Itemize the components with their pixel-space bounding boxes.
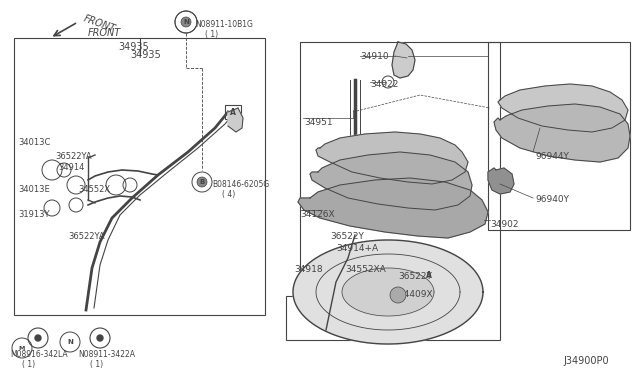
Circle shape: [97, 335, 103, 341]
Text: 34409X: 34409X: [398, 290, 433, 299]
Text: FRONT: FRONT: [88, 28, 121, 38]
Text: 34914+A: 34914+A: [336, 244, 378, 253]
Text: 34552X: 34552X: [78, 185, 110, 194]
Polygon shape: [310, 152, 472, 210]
Text: 34126X: 34126X: [300, 210, 335, 219]
Polygon shape: [293, 240, 483, 344]
Polygon shape: [342, 268, 434, 316]
Text: J34900P0: J34900P0: [563, 356, 609, 366]
Text: 36522YA: 36522YA: [55, 152, 92, 161]
Polygon shape: [316, 132, 468, 184]
Text: 34935: 34935: [118, 42, 148, 52]
Text: 34552XA: 34552XA: [345, 265, 386, 274]
Text: 36522Y: 36522Y: [398, 272, 432, 281]
Text: 34951: 34951: [304, 118, 333, 127]
Text: A: A: [230, 108, 236, 116]
Text: 96940Y: 96940Y: [535, 195, 569, 204]
Text: ( 1): ( 1): [22, 360, 35, 369]
Circle shape: [197, 177, 207, 187]
Text: 34935: 34935: [130, 50, 161, 60]
Text: 34922: 34922: [370, 80, 398, 89]
Circle shape: [390, 287, 406, 303]
Text: FRONT: FRONT: [82, 14, 116, 34]
Polygon shape: [498, 84, 628, 132]
Text: 34918: 34918: [294, 265, 323, 274]
Text: 96944Y: 96944Y: [535, 152, 569, 161]
Text: 34013C: 34013C: [18, 138, 51, 147]
Text: ( 4): ( 4): [222, 190, 236, 199]
Text: N08911-10B1G: N08911-10B1G: [195, 20, 253, 29]
Text: B: B: [200, 179, 205, 185]
Text: 31913Y: 31913Y: [18, 210, 49, 219]
Text: 36522YA: 36522YA: [68, 232, 104, 241]
Text: 34910: 34910: [360, 52, 388, 61]
Text: 34902: 34902: [490, 220, 518, 229]
Text: ( 1): ( 1): [205, 30, 218, 39]
Polygon shape: [298, 178, 488, 238]
Polygon shape: [488, 168, 514, 194]
Text: B08146-6205G: B08146-6205G: [212, 180, 269, 189]
Text: N08911-3422A: N08911-3422A: [78, 350, 135, 359]
Text: A: A: [426, 272, 432, 280]
Text: N: N: [67, 339, 73, 345]
Circle shape: [35, 335, 41, 341]
Polygon shape: [494, 104, 630, 162]
Text: 34914: 34914: [58, 163, 84, 172]
Text: M: M: [19, 346, 25, 350]
Text: 34013E: 34013E: [18, 185, 50, 194]
Text: N: N: [183, 19, 189, 25]
Polygon shape: [228, 108, 243, 132]
Polygon shape: [392, 42, 415, 78]
Text: M08916-342LA: M08916-342LA: [10, 350, 68, 359]
Circle shape: [181, 17, 191, 27]
Text: ( 1): ( 1): [90, 360, 103, 369]
Text: 36522Y: 36522Y: [330, 232, 364, 241]
